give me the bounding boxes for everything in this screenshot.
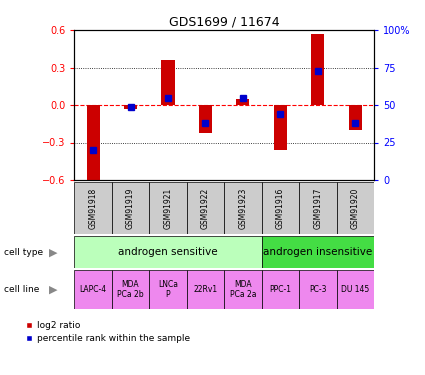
Text: LAPC-4: LAPC-4 <box>79 285 107 294</box>
Bar <box>299 182 337 234</box>
Bar <box>199 105 212 132</box>
Bar <box>87 105 99 181</box>
Text: DU 145: DU 145 <box>341 285 369 294</box>
Text: GSM91920: GSM91920 <box>351 188 360 229</box>
Bar <box>224 270 262 309</box>
Bar <box>274 105 287 150</box>
Text: cell line: cell line <box>4 285 40 294</box>
Text: GSM91917: GSM91917 <box>313 188 322 229</box>
Bar <box>74 182 112 234</box>
Bar <box>337 182 374 234</box>
Legend: log2 ratio, percentile rank within the sample: log2 ratio, percentile rank within the s… <box>26 321 190 343</box>
Bar <box>262 182 299 234</box>
Text: androgen insensitive: androgen insensitive <box>263 247 372 257</box>
Text: GSM91921: GSM91921 <box>164 188 173 229</box>
Text: PPC-1: PPC-1 <box>269 285 292 294</box>
Text: MDA
PCa 2b: MDA PCa 2b <box>117 280 144 299</box>
Text: cell type: cell type <box>4 248 43 256</box>
Text: ▶: ▶ <box>49 247 57 257</box>
Bar <box>162 60 175 105</box>
Text: MDA
PCa 2a: MDA PCa 2a <box>230 280 256 299</box>
Text: androgen sensitive: androgen sensitive <box>118 247 218 257</box>
Bar <box>236 99 249 105</box>
Bar <box>187 270 224 309</box>
Bar <box>112 182 149 234</box>
Bar <box>299 270 337 309</box>
Bar <box>349 105 362 130</box>
Bar <box>74 236 262 268</box>
Bar <box>262 236 374 268</box>
Text: GSM91919: GSM91919 <box>126 188 135 229</box>
Text: PC-3: PC-3 <box>309 285 326 294</box>
Text: GSM91922: GSM91922 <box>201 188 210 229</box>
Bar <box>149 182 187 234</box>
Text: ▶: ▶ <box>49 285 57 295</box>
Text: LNCa
P: LNCa P <box>158 280 178 299</box>
Bar <box>187 182 224 234</box>
Bar <box>262 270 299 309</box>
Bar <box>112 270 149 309</box>
Bar <box>311 34 324 105</box>
Bar <box>224 182 262 234</box>
Text: GSM91923: GSM91923 <box>238 188 247 229</box>
Text: 22Rv1: 22Rv1 <box>193 285 218 294</box>
Title: GDS1699 / 11674: GDS1699 / 11674 <box>169 16 280 29</box>
Bar <box>149 270 187 309</box>
Bar <box>124 105 137 109</box>
Text: GSM91918: GSM91918 <box>88 188 98 229</box>
Bar <box>337 270 374 309</box>
Text: GSM91916: GSM91916 <box>276 188 285 229</box>
Bar <box>74 270 112 309</box>
